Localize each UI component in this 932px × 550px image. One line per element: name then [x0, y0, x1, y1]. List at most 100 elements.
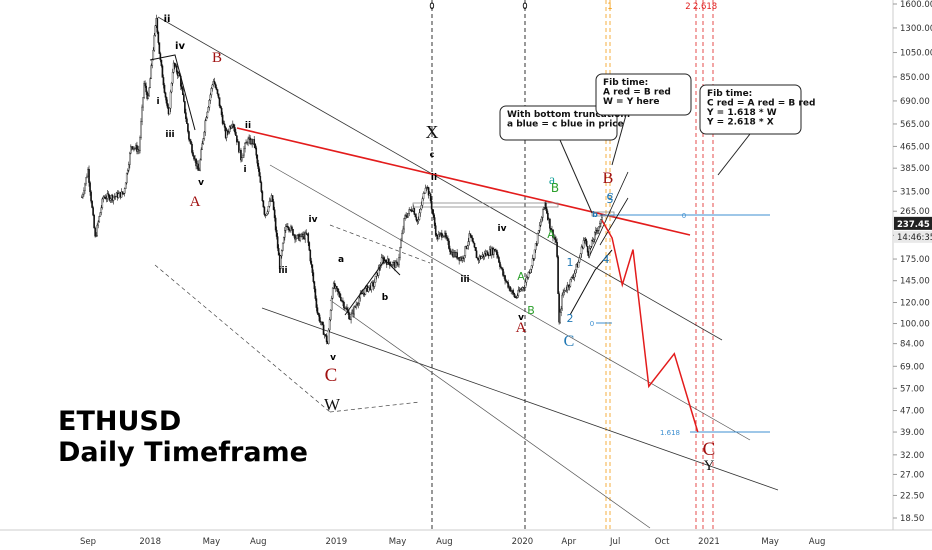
candle-body	[317, 313, 320, 316]
annotation-text-line: Y = 2.618 * X	[706, 118, 774, 128]
candle-body	[353, 306, 355, 315]
wave-label: ii	[431, 173, 437, 183]
candle-body	[164, 92, 167, 98]
resistance-box-2	[591, 211, 615, 217]
candle-body	[102, 196, 105, 200]
candle-body	[146, 91, 148, 99]
candle-body	[195, 158, 197, 167]
candle-body	[355, 304, 357, 308]
candle-body	[185, 112, 187, 119]
candle-body	[257, 162, 260, 170]
wave-label: A	[190, 194, 201, 210]
wave-label: a	[549, 173, 556, 188]
candle-body	[294, 234, 296, 240]
candle-body	[314, 288, 317, 299]
candle-body	[395, 261, 397, 268]
candle-body	[419, 208, 422, 214]
candle-body	[244, 143, 246, 150]
candle-body	[524, 281, 527, 288]
candle-body	[253, 139, 256, 145]
candle-body	[158, 42, 161, 54]
candle-body	[590, 240, 593, 247]
candle-body	[206, 111, 209, 118]
x-tick-label: 2019	[325, 537, 347, 547]
candle-body	[126, 170, 129, 174]
candle-body	[543, 207, 545, 210]
candle-body	[401, 232, 403, 241]
candle-body	[201, 143, 204, 150]
candle-body	[214, 83, 217, 88]
candle-body	[88, 169, 90, 183]
candle-body	[400, 240, 402, 249]
wave-label: b	[382, 293, 389, 303]
vertical-time-lines: 0 0 1 2 2.618	[429, 0, 717, 530]
wave-label: Y	[704, 458, 715, 474]
candle-body	[430, 200, 433, 210]
wave-label: c	[607, 188, 614, 204]
candle-body	[597, 230, 599, 232]
candle-body	[424, 187, 427, 194]
candle-body	[584, 238, 587, 242]
wave-label: W	[324, 395, 341, 414]
candle-body	[577, 261, 580, 268]
annotation-text-line: a blue = c blue in price	[507, 120, 624, 130]
candle-body	[599, 223, 601, 227]
wave-label: iv	[309, 215, 318, 225]
candle-body	[447, 238, 449, 242]
candle-body	[265, 213, 268, 216]
vertical-line-label: 2.618	[693, 2, 717, 12]
fib-levels: 0 0 1.618	[590, 212, 770, 437]
candle-body	[156, 18, 159, 33]
candle-body	[81, 196, 83, 198]
candle-body	[438, 233, 441, 235]
x-dashed-line	[329, 224, 431, 264]
candle-body	[238, 141, 240, 153]
projection-path	[601, 219, 699, 433]
candle-body	[217, 93, 220, 98]
candle-body	[417, 219, 420, 222]
candle-body	[256, 155, 259, 164]
candle-body	[316, 307, 319, 314]
candle-body	[434, 225, 437, 236]
candle-body	[134, 147, 136, 149]
candle-body	[580, 246, 583, 255]
candle-body	[108, 195, 111, 201]
candle-body	[540, 217, 543, 223]
candle-body	[413, 208, 416, 215]
candle-body	[223, 123, 226, 128]
candle-body	[469, 233, 472, 236]
candle-body	[308, 242, 311, 251]
candle-body	[199, 159, 201, 171]
candle-body	[171, 72, 174, 84]
y-tick-label: 1050.00	[900, 49, 932, 59]
candle-body	[562, 292, 564, 296]
candle-body	[509, 286, 511, 292]
candle-body	[337, 288, 339, 292]
candle-body	[149, 78, 152, 89]
candle-body	[166, 103, 169, 108]
candle-body	[486, 251, 489, 256]
candle-body	[556, 242, 558, 257]
candle-body	[120, 191, 123, 198]
candle-body	[313, 281, 316, 290]
y-tick-label: 84.00	[900, 340, 924, 350]
candle-body	[377, 267, 380, 276]
candle-body	[82, 193, 84, 198]
annotation-pointer	[717, 133, 751, 176]
candle-body	[280, 250, 283, 257]
candle-body	[309, 250, 312, 262]
wave-label: A	[516, 320, 527, 336]
candle-body	[429, 193, 432, 202]
y-tick-label: 57.00	[900, 384, 924, 394]
candle-body	[333, 283, 336, 289]
candle-body	[93, 214, 95, 229]
candle-body	[233, 124, 235, 128]
candle-body	[411, 210, 414, 212]
candle-body	[168, 107, 171, 115]
annotation-frame	[699, 84, 802, 135]
candle-body	[143, 83, 145, 98]
wave-label: C	[564, 333, 575, 350]
candle-body	[193, 155, 195, 160]
candle-body	[263, 206, 266, 215]
x-axis-ticks: Sep 2018 May Aug 2019 May Aug 2020 Apr Jul Oct 2021…	[80, 537, 825, 547]
